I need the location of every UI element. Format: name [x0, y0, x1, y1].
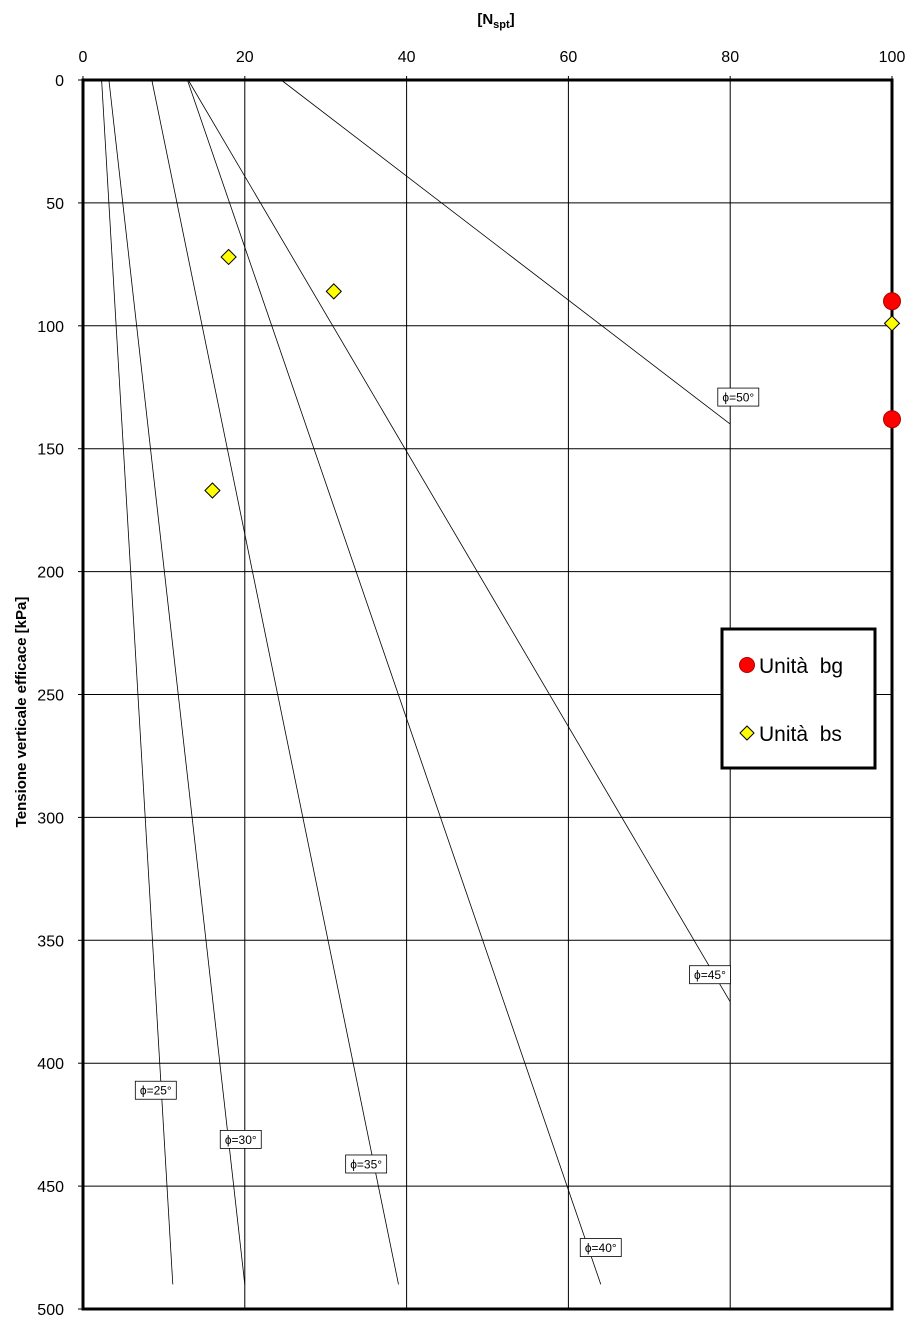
- legend-marker-bs: [739, 725, 755, 741]
- x-tick-label-60: 60: [560, 49, 578, 66]
- x-tick-labels: 0 20 40 60 80 100: [79, 49, 906, 66]
- y-tick-label-450: 450: [37, 1179, 64, 1196]
- phi-label-text: ϕ=50°: [722, 391, 754, 405]
- x-axis-title-main: N: [482, 11, 493, 28]
- phi-curve-1: [108, 79, 246, 1285]
- phi-label-3: ϕ=40°: [579, 1238, 622, 1257]
- phi-label-4: ϕ=45°: [689, 965, 731, 985]
- data-points: [204, 248, 901, 499]
- plot-frame: [78, 76, 894, 1311]
- phi-label-box: [579, 1238, 622, 1257]
- point-0-1: [883, 410, 901, 429]
- y-tick-label-50: 50: [46, 196, 64, 213]
- point-0-0: [883, 292, 901, 311]
- x-tick-label-40: 40: [398, 49, 416, 66]
- phi-labels: ϕ=25° ϕ=30° ϕ=35° ϕ=40° ϕ=45° ϕ=50°: [134, 387, 760, 1257]
- y-tick-labels: 0 50 100 150 200 250 300 350 400 450 500: [37, 73, 64, 1317]
- y-tick-label-400: 400: [37, 1056, 64, 1073]
- phi-label-5: ϕ=50°: [717, 387, 760, 407]
- grid: [83, 80, 892, 1309]
- x-tick-label-0: 0: [79, 49, 88, 66]
- point-1-1: [325, 283, 342, 300]
- y-tick-label-350: 350: [37, 933, 64, 950]
- y-tick-label-100: 100: [37, 319, 64, 336]
- phi-curve-5: [280, 79, 731, 425]
- legend: Unità bg Unità bs: [720, 627, 877, 770]
- phi-label-box: [689, 965, 731, 985]
- x-axis-title-subscript: spt: [493, 19, 510, 31]
- phi-label-box: [134, 1080, 177, 1100]
- y-tick-label-300: 300: [37, 810, 64, 827]
- point-1-3: [883, 315, 901, 332]
- phi-label-text: ϕ=25°: [140, 1084, 172, 1098]
- phi-label-text: ϕ=40°: [585, 1241, 617, 1255]
- y-tick-label-150: 150: [37, 442, 64, 459]
- phi-label-1: ϕ=30°: [219, 1129, 262, 1149]
- point-1-0: [220, 248, 237, 266]
- phi-label-box: [717, 387, 760, 407]
- phi-curve-0: [101, 79, 174, 1285]
- x-tick-label-80: 80: [721, 49, 739, 66]
- point-1-2: [204, 482, 221, 499]
- phi-curves: [101, 79, 731, 1285]
- legend-label-bs: Unità bs: [759, 723, 842, 746]
- y-tick-label-200: 200: [37, 565, 64, 582]
- x-tick-label-20: 20: [236, 49, 254, 66]
- phi-curve-4: [187, 79, 731, 1003]
- phi-label-0: ϕ=25°: [134, 1080, 177, 1100]
- legend-marker-bg: [739, 657, 755, 673]
- phi-label-2: ϕ=35°: [345, 1154, 388, 1174]
- phi-label-box: [219, 1129, 262, 1149]
- phi-label-text: ϕ=35°: [350, 1157, 382, 1171]
- phi-label-box: [345, 1154, 388, 1174]
- y-axis-title: Tensione verticale efficace [kPa]: [13, 597, 30, 828]
- y-tick-label-250: 250: [37, 688, 64, 705]
- x-tick-label-100: 100: [879, 49, 906, 66]
- y-tick-label-0: 0: [55, 73, 64, 90]
- phi-curve-2: [151, 79, 399, 1285]
- phi-curve-3: [187, 79, 602, 1285]
- phi-label-text: ϕ=30°: [225, 1133, 257, 1147]
- phi-label-text: ϕ=45°: [694, 968, 726, 982]
- x-axis-title: [Nspt]: [477, 11, 514, 31]
- y-tick-label-500: 500: [37, 1302, 64, 1317]
- legend-box: [720, 627, 877, 770]
- legend-label-bg: Unità bg: [759, 655, 843, 678]
